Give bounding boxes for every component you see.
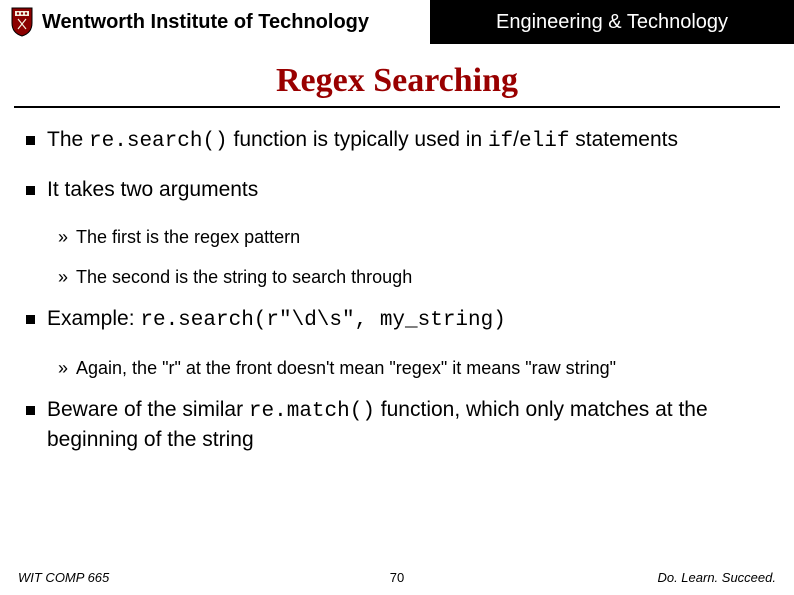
bullet-main: It takes two arguments [26, 176, 768, 204]
square-bullet-icon [26, 315, 35, 324]
header-left: Wentworth Institute of Technology [0, 0, 430, 44]
bullet-main: The re.search() function is typically us… [26, 126, 768, 156]
bullet-text: It takes two arguments [47, 176, 258, 204]
raquo-bullet-icon: » [58, 356, 68, 380]
bullet-main: Example: re.search(r"\d\s", my_string) [26, 305, 768, 335]
institution-name: Wentworth Institute of Technology [42, 11, 369, 34]
bullet-sub: » The second is the string to search thro… [58, 265, 768, 289]
bullet-text: Example: re.search(r"\d\s", my_string) [47, 305, 506, 335]
slide-footer: WIT COMP 665 70 Do. Learn. Succeed. [0, 570, 794, 585]
slide-content: The re.search() function is typically us… [0, 126, 794, 455]
square-bullet-icon [26, 186, 35, 195]
square-bullet-icon [26, 406, 35, 415]
bullet-sub: » The first is the regex pattern [58, 225, 768, 249]
footer-page: 70 [390, 570, 404, 585]
footer-course: WIT COMP 665 [18, 570, 390, 585]
slide-header: Wentworth Institute of Technology Engine… [0, 0, 794, 44]
square-bullet-icon [26, 136, 35, 145]
raquo-bullet-icon: » [58, 265, 68, 289]
sub-bullet-text: Again, the "r" at the front doesn't mean… [76, 356, 616, 380]
bullet-text: The re.search() function is typically us… [47, 126, 678, 156]
bullet-text: Beware of the similar re.match() functio… [47, 396, 768, 455]
sub-bullet-text: The second is the string to search throu… [76, 265, 412, 289]
bullet-sub: » Again, the "r" at the front doesn't mea… [58, 356, 768, 380]
footer-tagline: Do. Learn. Succeed. [404, 570, 776, 585]
header-right: Engineering & Technology [430, 0, 794, 44]
bullet-main: Beware of the similar re.match() functio… [26, 396, 768, 455]
sub-bullet-text: The first is the regex pattern [76, 225, 300, 249]
shield-icon [10, 7, 34, 37]
raquo-bullet-icon: » [58, 225, 68, 249]
title-underline [14, 106, 780, 108]
department-name: Engineering & Technology [496, 11, 728, 34]
slide-title: Regex Searching [0, 62, 794, 100]
